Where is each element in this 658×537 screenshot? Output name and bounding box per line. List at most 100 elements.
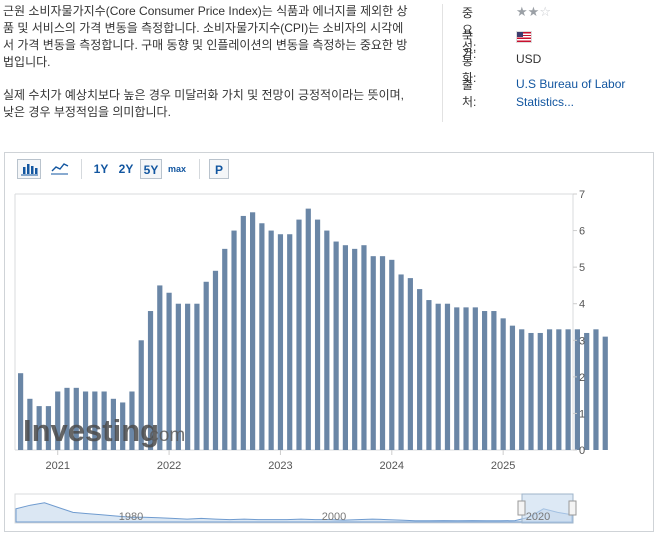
line-chart-icon	[51, 163, 69, 175]
bar[interactable]	[287, 234, 293, 450]
bar[interactable]	[454, 307, 460, 450]
bar[interactable]	[463, 307, 469, 450]
bar[interactable]	[45, 406, 52, 450]
bar[interactable]	[110, 398, 116, 450]
bar[interactable]	[138, 340, 144, 450]
bar[interactable]	[565, 329, 571, 450]
bar[interactable]	[120, 402, 126, 450]
bar[interactable]	[333, 241, 339, 450]
y-tick-label: 7	[579, 189, 585, 201]
bar[interactable]	[370, 256, 376, 450]
bar[interactable]	[444, 303, 451, 450]
chart-container: 1Y 2Y 5Y max P 0 1 2 3 4 5 6 7 2021 2022 2023 2024…	[4, 152, 654, 532]
bar[interactable]	[194, 303, 200, 450]
range-max-button[interactable]: max	[167, 164, 186, 174]
bar[interactable]	[556, 329, 562, 450]
bar[interactable]	[73, 387, 79, 450]
bar[interactable]	[185, 303, 191, 450]
bar[interactable]	[546, 329, 553, 450]
bar[interactable]	[500, 318, 506, 450]
bar[interactable]	[18, 373, 24, 450]
bar[interactable]	[92, 391, 98, 450]
bar[interactable]	[250, 212, 256, 450]
bar[interactable]	[203, 281, 209, 450]
bar[interactable]	[342, 245, 348, 450]
bar[interactable]	[157, 285, 163, 450]
bar[interactable]	[175, 303, 181, 450]
bar[interactable]	[27, 398, 33, 450]
x-tick-label: 2023	[268, 460, 292, 472]
navigator-right-handle[interactable]	[568, 500, 577, 516]
bar[interactable]	[231, 230, 237, 450]
bar[interactable]	[398, 274, 404, 450]
p-button[interactable]: P	[209, 159, 229, 179]
bar[interactable]	[314, 219, 321, 450]
bar[interactable]	[36, 406, 42, 450]
bar[interactable]	[602, 336, 608, 450]
bar[interactable]	[64, 387, 70, 450]
bar[interactable]	[147, 311, 154, 450]
section-divider	[442, 4, 443, 122]
bar-chart-icon	[21, 164, 38, 176]
bar[interactable]	[519, 329, 525, 450]
bar[interactable]	[305, 208, 311, 450]
range-2y-button[interactable]: 2Y	[118, 162, 134, 176]
navigator-label-1980: 1980	[119, 511, 143, 523]
bar[interactable]	[435, 303, 441, 450]
investing-watermark: Investing .com	[23, 413, 185, 448]
bar[interactable]	[593, 329, 599, 450]
range-navigator[interactable]: 1980 2000 2020	[14, 493, 577, 524]
navigator-left-handle[interactable]	[517, 500, 526, 516]
bar[interactable]	[166, 292, 172, 450]
watermark-suffix: .com	[144, 425, 185, 446]
range-1y-button[interactable]: 1Y	[93, 162, 109, 176]
navigator-label-2000: 2000	[322, 511, 346, 523]
bar[interactable]	[277, 234, 284, 450]
bar[interactable]	[584, 332, 590, 450]
bar[interactable]	[389, 259, 395, 450]
source-link-line-2[interactable]: Statistics...	[516, 95, 575, 109]
bar[interactable]	[407, 278, 413, 450]
source-link-line-1[interactable]: U.S Bureau of Labor	[516, 77, 626, 91]
bar[interactable]	[574, 329, 580, 450]
indicator-description: 근원 소비자물가지수(Core Consumer Price Index)는 식…	[3, 3, 413, 137]
bar[interactable]	[212, 270, 219, 450]
bar[interactable]	[55, 391, 61, 450]
y-tick-label: 5	[579, 262, 585, 274]
x-axis-ticks: 2021 2022 2023 2024 2025	[45, 450, 515, 472]
bar[interactable]	[101, 391, 107, 450]
bar[interactable]	[222, 248, 228, 450]
bar[interactable]	[259, 223, 265, 450]
bar[interactable]	[129, 391, 135, 450]
x-tick-label: 2022	[157, 460, 181, 472]
bar[interactable]	[491, 311, 497, 450]
star-icon: ★	[527, 4, 540, 19]
bar[interactable]	[379, 256, 386, 450]
bar[interactable]	[82, 391, 89, 450]
star-outline-icon: ☆	[539, 4, 551, 19]
source-label: 출처:	[462, 78, 477, 109]
navigator-label-2020: 2020	[526, 511, 550, 523]
source-link[interactable]: U.S Bureau of Labor Statistics...	[516, 75, 625, 111]
bar[interactable]	[240, 215, 246, 450]
bar[interactable]	[296, 219, 302, 450]
bar[interactable]	[268, 230, 274, 450]
y-tick-label: 1	[579, 408, 585, 420]
importance-stars: ★★☆	[516, 4, 551, 20]
bar[interactable]	[324, 230, 330, 450]
bar[interactable]	[472, 307, 478, 450]
line-chart-button[interactable]	[47, 159, 71, 179]
bar-chart-button[interactable]	[17, 159, 41, 179]
x-tick-label: 2021	[45, 460, 69, 472]
bar[interactable]	[509, 325, 516, 450]
bar[interactable]	[528, 332, 534, 450]
bar[interactable]	[482, 311, 488, 450]
watermark-brand: Investing	[23, 413, 159, 448]
bar[interactable]	[352, 248, 358, 450]
bar[interactable]	[537, 332, 543, 450]
range-5y-button[interactable]: 5Y	[140, 159, 162, 179]
bar[interactable]	[426, 300, 432, 450]
bar[interactable]	[417, 289, 423, 450]
bar[interactable]	[361, 245, 367, 450]
currency-label: 통화:	[462, 54, 477, 85]
